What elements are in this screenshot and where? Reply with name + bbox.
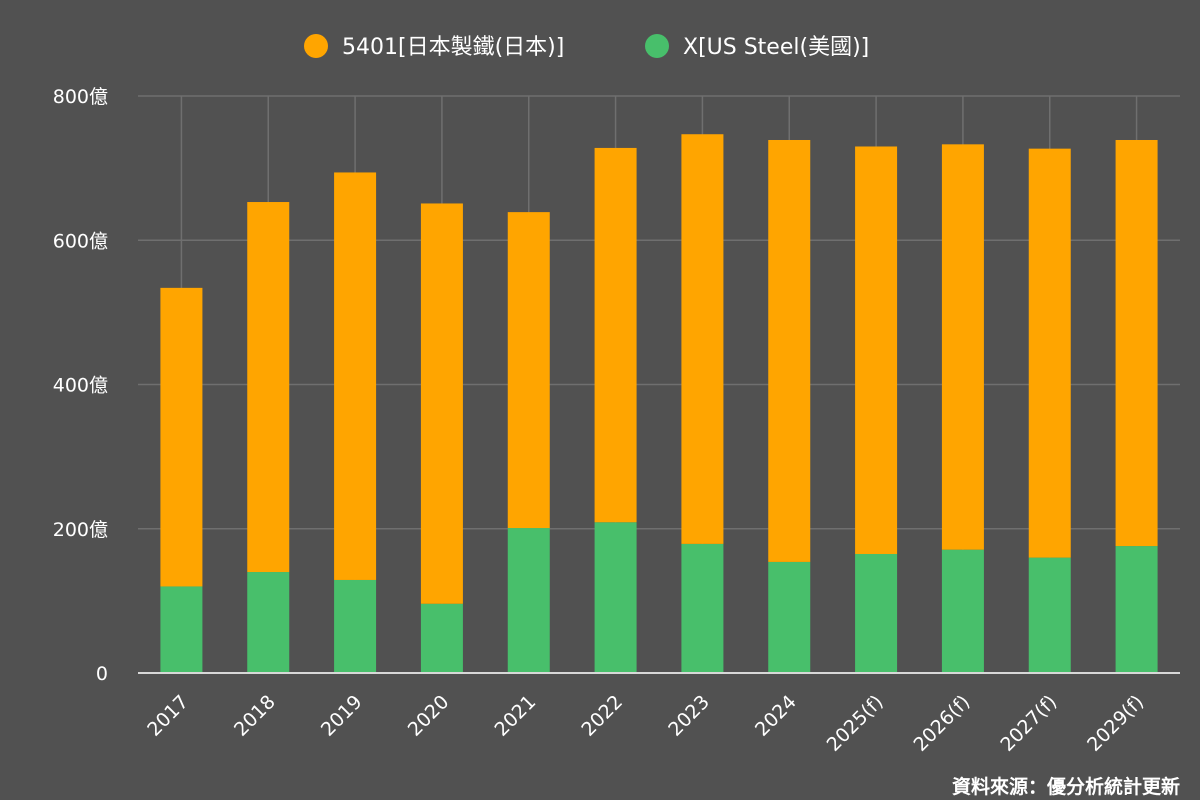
bar-us-steel-2019	[334, 579, 377, 673]
bar-nippon-steel-2024	[768, 139, 811, 562]
x-tick-label: 2024	[751, 691, 801, 741]
x-tick-label: 2023	[664, 691, 714, 741]
bar-nippon-steel-2018	[247, 202, 290, 573]
bar-us-steel-2022	[594, 522, 637, 673]
y-tick-label: 600億	[53, 230, 108, 252]
y-tick-label: 200億	[53, 519, 108, 541]
bar-nippon-steel-2017	[160, 287, 203, 587]
bars	[160, 134, 1158, 673]
gridlines	[138, 95, 1180, 673]
legend-label: X[US Steel(美國)]	[683, 35, 869, 60]
bar-nippon-steel-2020	[420, 203, 463, 604]
bar-us-steel-2029(f)	[1115, 546, 1158, 673]
bar-us-steel-2020	[420, 603, 463, 673]
source-note: 資料來源：優分析統計更新	[952, 775, 1180, 798]
bar-us-steel-2025(f)	[855, 553, 898, 673]
x-tick-label: 2017	[143, 691, 193, 741]
bar-nippon-steel-2022	[594, 147, 637, 523]
x-tick-label: 2018	[230, 691, 280, 741]
legend-swatch	[304, 34, 328, 58]
bar-nippon-steel-2027(f)	[1028, 148, 1071, 558]
x-tick-label: 2020	[404, 691, 454, 741]
bar-nippon-steel-2029(f)	[1115, 139, 1158, 547]
bar-us-steel-2024	[768, 561, 811, 673]
y-tick-label: 800億	[53, 86, 108, 108]
y-tick-label: 400億	[53, 375, 108, 397]
bar-us-steel-2023	[681, 543, 724, 673]
bar-us-steel-2027(f)	[1028, 557, 1071, 673]
bar-us-steel-2021	[507, 528, 550, 673]
x-tick-label: 2025(f)	[823, 691, 888, 756]
x-tick-label: 2021	[491, 691, 541, 741]
x-tick-label: 2029(f)	[1083, 691, 1148, 756]
y-axis: 0 200億 400億 600億 800億	[53, 86, 108, 685]
x-tick-label: 2027(f)	[996, 691, 1061, 756]
bar-nippon-steel-2023	[681, 134, 724, 544]
legend-swatch	[645, 34, 669, 58]
bar-us-steel-2026(f)	[941, 549, 984, 673]
bar-nippon-steel-2026(f)	[941, 144, 984, 550]
y-tick-label: 0	[96, 663, 108, 685]
bar-nippon-steel-2019	[334, 172, 377, 580]
bar-nippon-steel-2021	[507, 212, 550, 529]
bar-us-steel-2018	[247, 572, 290, 673]
x-axis: 2017 2018 2019 2020 2021 2022 2023 2024 2025(f) 2…	[138, 672, 1180, 756]
legend-label: 5401[日本製鐵(日本)]	[342, 35, 564, 60]
x-tick-label: 2022	[577, 691, 627, 741]
x-tick-label: 2019	[317, 691, 367, 741]
x-tick-label: 2026(f)	[909, 691, 974, 756]
bar-nippon-steel-2025(f)	[855, 146, 898, 554]
legend: 5401[日本製鐵(日本)] X[US Steel(美國)]	[304, 34, 869, 60]
bar-us-steel-2017	[160, 586, 203, 673]
